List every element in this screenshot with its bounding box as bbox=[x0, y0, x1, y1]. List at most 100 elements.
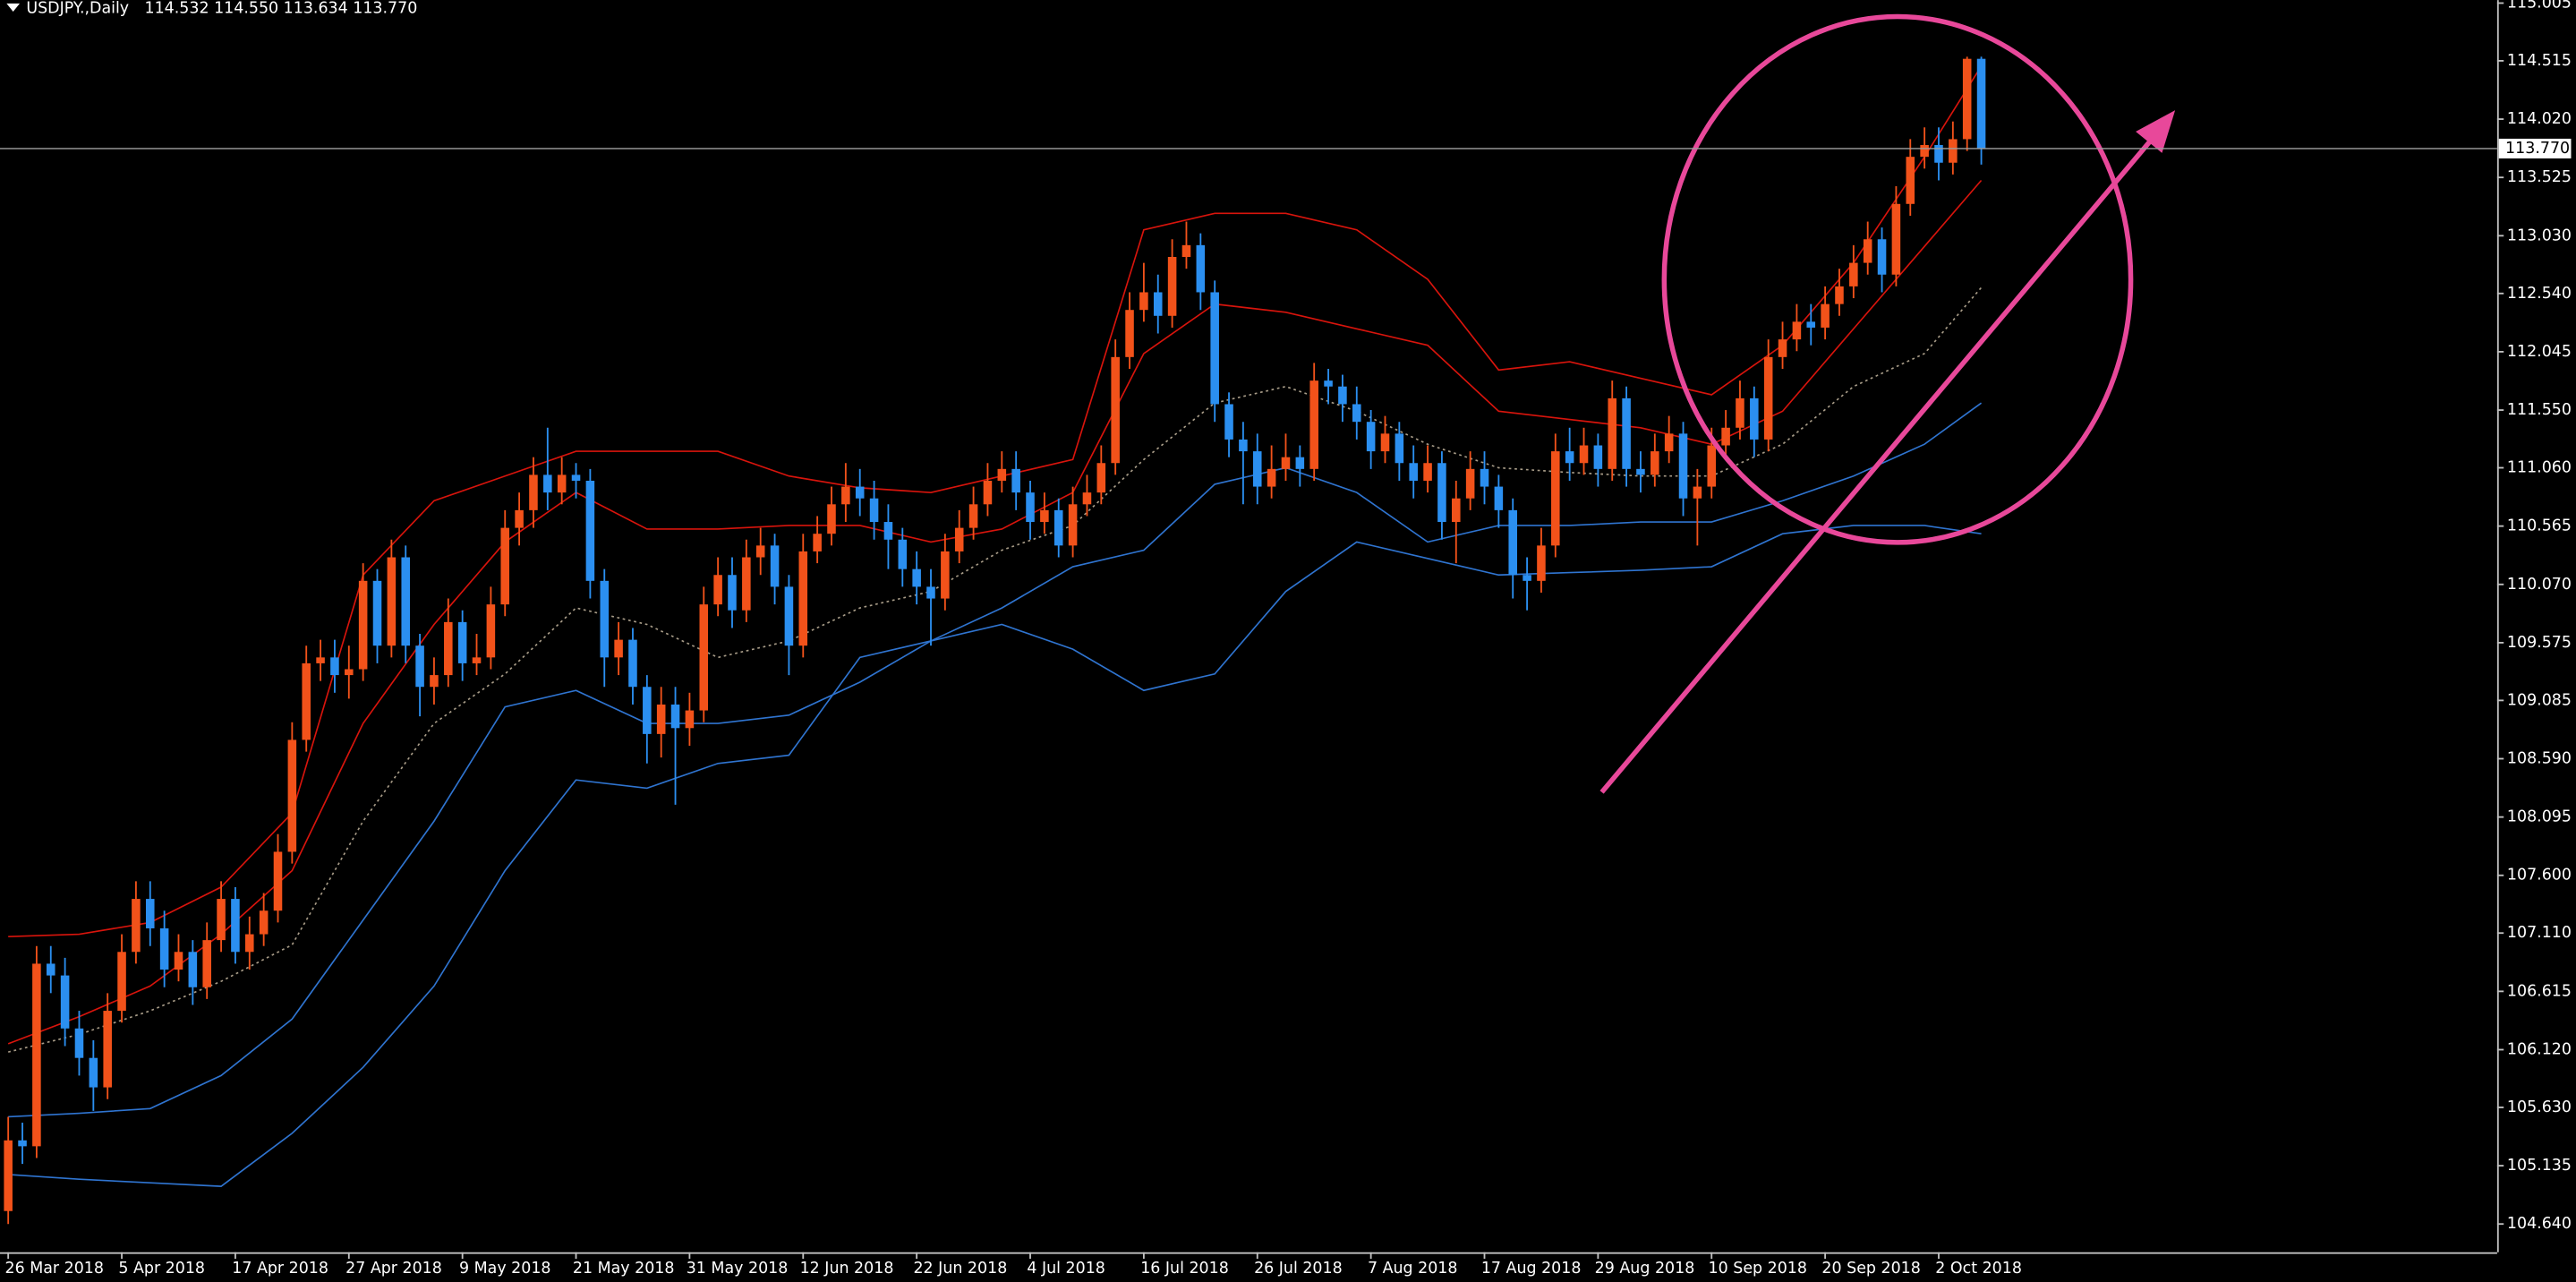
band-line bbox=[7, 286, 1983, 1053]
candle-body bbox=[415, 645, 424, 688]
candle-body bbox=[1196, 244, 1206, 293]
candle-body bbox=[358, 580, 368, 670]
candle-body bbox=[614, 639, 623, 658]
candle-body bbox=[529, 474, 538, 510]
candle-body bbox=[1480, 468, 1489, 487]
candle-body bbox=[997, 468, 1007, 481]
candle-body bbox=[1508, 509, 1517, 576]
candle-body bbox=[1608, 397, 1617, 469]
candle-body bbox=[1494, 486, 1504, 510]
candle-body bbox=[713, 575, 722, 605]
y-tick-label: 113.030 bbox=[2507, 226, 2572, 244]
candle-body bbox=[1551, 451, 1560, 546]
candle-body bbox=[1352, 404, 1361, 423]
candle-body bbox=[1806, 321, 1816, 328]
candle-body bbox=[656, 704, 666, 734]
candle-body bbox=[1252, 451, 1262, 487]
candle-body bbox=[1636, 468, 1645, 475]
menu-triangle[interactable] bbox=[6, 3, 21, 13]
x-tick-label: 17 Aug 2018 bbox=[1481, 1260, 1582, 1278]
current-price-box bbox=[2498, 138, 2572, 158]
candle-body bbox=[1763, 356, 1773, 440]
y-tick-label: 112.045 bbox=[2507, 343, 2572, 361]
trend-arrow bbox=[1599, 132, 2158, 794]
y-tick-label: 104.640 bbox=[2507, 1215, 2572, 1233]
candle-body bbox=[32, 963, 41, 1147]
x-tick-label: 2 Oct 2018 bbox=[1935, 1260, 2022, 1278]
candle-body bbox=[4, 1140, 13, 1211]
trend-arrowhead bbox=[2136, 110, 2176, 153]
y-tick-label: 106.615 bbox=[2507, 982, 2572, 1000]
candle-body bbox=[472, 657, 482, 663]
candle-body bbox=[628, 639, 637, 688]
candle-body bbox=[1153, 292, 1163, 316]
candle-body bbox=[1877, 239, 1887, 275]
candle-body bbox=[117, 952, 126, 1012]
candle-body bbox=[1224, 404, 1233, 440]
x-tick-label: 22 Jun 2018 bbox=[913, 1260, 1007, 1278]
candle-body bbox=[1167, 256, 1177, 316]
band-line bbox=[8, 525, 1982, 1187]
candle-body bbox=[387, 557, 397, 646]
candle-body bbox=[941, 551, 950, 599]
candle-body bbox=[217, 899, 226, 941]
candle-body bbox=[1579, 445, 1589, 464]
x-tick-label: 12 Jun 2018 bbox=[800, 1260, 894, 1278]
y-tick-label: 111.550 bbox=[2507, 401, 2572, 419]
candle-body bbox=[287, 739, 297, 852]
candle-body bbox=[883, 522, 893, 540]
candle-body bbox=[742, 557, 751, 611]
candle-body bbox=[1565, 451, 1574, 464]
candle-body bbox=[1934, 145, 1943, 163]
candle-body bbox=[670, 704, 680, 729]
candle-body bbox=[784, 586, 794, 646]
candle-body bbox=[372, 580, 382, 646]
candle-body bbox=[145, 899, 155, 928]
candle-body bbox=[1281, 457, 1291, 469]
candle-body bbox=[1366, 422, 1376, 452]
candle-body bbox=[1452, 498, 1461, 523]
candle-body bbox=[1920, 145, 1929, 158]
candle-body bbox=[585, 480, 595, 581]
candle-body bbox=[755, 545, 765, 558]
y-tick-label: 105.630 bbox=[2507, 1098, 2572, 1116]
y-tick-label: 109.085 bbox=[2507, 691, 2572, 709]
x-tick-label: 29 Aug 2018 bbox=[1595, 1260, 1695, 1278]
y-tick-label: 110.565 bbox=[2507, 517, 2572, 535]
candle-body bbox=[330, 657, 339, 676]
candle-body bbox=[202, 940, 211, 987]
candle-body bbox=[1891, 203, 1901, 275]
candle-body bbox=[1111, 356, 1120, 464]
candle-body bbox=[89, 1057, 98, 1088]
candle-body bbox=[685, 710, 695, 729]
candle-body bbox=[457, 621, 467, 663]
candle-body bbox=[1778, 339, 1787, 357]
candle-body bbox=[1664, 433, 1674, 452]
candle-body bbox=[898, 539, 908, 569]
candle-body bbox=[259, 910, 269, 935]
candle-body bbox=[500, 527, 510, 605]
candle-body bbox=[1324, 380, 1333, 387]
candle-body bbox=[46, 963, 55, 976]
x-tick-label: 5 Apr 2018 bbox=[118, 1260, 205, 1278]
candle-body bbox=[798, 551, 808, 646]
candle-body bbox=[273, 851, 283, 911]
current-price-label: 113.770 bbox=[2505, 140, 2570, 158]
candle-body bbox=[1906, 157, 1915, 204]
candle-body bbox=[1707, 445, 1717, 487]
candle-body bbox=[1040, 509, 1049, 523]
candle-body bbox=[1863, 239, 1872, 263]
candle-body bbox=[1096, 463, 1106, 493]
candle-body bbox=[728, 575, 737, 611]
candle-body bbox=[1409, 463, 1418, 481]
candle-body bbox=[1125, 310, 1134, 357]
candle-body bbox=[1651, 451, 1659, 475]
candle-body bbox=[1026, 492, 1035, 523]
candle-body bbox=[401, 557, 410, 646]
candle-body bbox=[557, 474, 567, 493]
x-tick-label: 7 Aug 2018 bbox=[1368, 1260, 1458, 1278]
y-tick-label: 115.005 bbox=[2507, 0, 2572, 12]
candle-body bbox=[1068, 504, 1078, 546]
